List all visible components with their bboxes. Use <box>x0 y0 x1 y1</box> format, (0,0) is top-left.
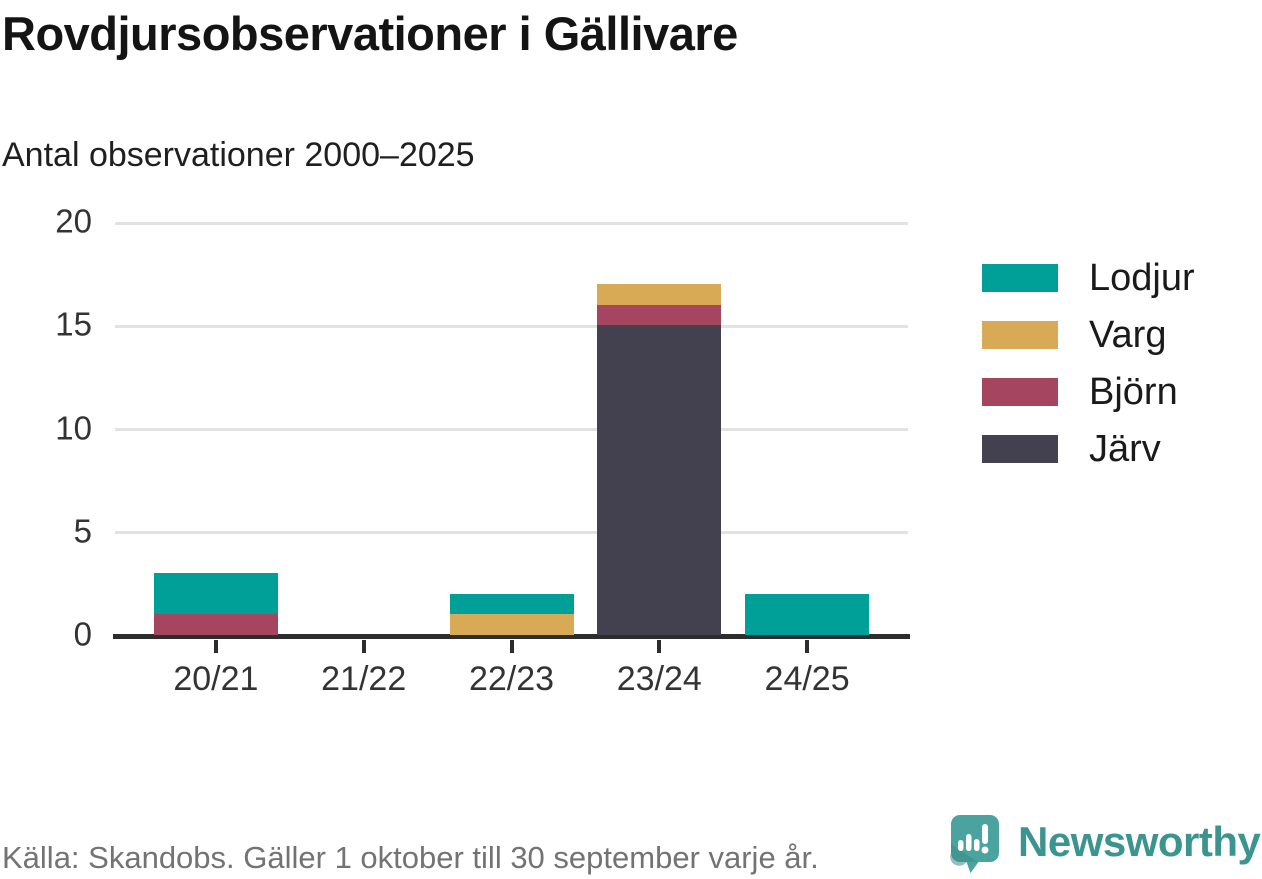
gridline-y-15 <box>115 324 908 328</box>
bar-23-24 <box>597 283 722 635</box>
legend-item-varg: Varg <box>982 314 1195 356</box>
legend-item-björn: Björn <box>982 371 1195 413</box>
bar-segment-järv <box>597 325 722 635</box>
legend-swatch-varg <box>982 321 1058 349</box>
y-axis-tick-label: 0 <box>73 615 92 653</box>
bar-segment-lodjur <box>449 593 574 615</box>
gridline-y-5 <box>115 531 908 535</box>
source-note: Källa: Skandobs. Gäller 1 oktober till 3… <box>2 840 819 875</box>
x-axis-tick <box>361 640 366 653</box>
x-axis-tick-label: 24/25 <box>764 660 850 698</box>
x-axis-tick-label: 22/23 <box>468 660 555 698</box>
bar-22-23 <box>449 593 574 635</box>
legend-label: Lodjur <box>1089 257 1195 299</box>
chart-title: Rovdjursobservationer i Gällivare <box>2 7 738 60</box>
bar-segment-björn <box>597 304 722 326</box>
legend: Lodjur Varg Björn Järv <box>982 257 1195 492</box>
x-axis-tick-label: 20/21 <box>173 660 259 698</box>
brand-name: Newsworthy <box>1018 818 1261 865</box>
chart-subtitle: Antal observationer 2000–2025 <box>2 136 475 174</box>
y-axis-tick-label: 10 <box>55 408 92 446</box>
x-axis-tick <box>213 640 218 653</box>
x-axis-line <box>113 634 910 639</box>
gridline-y-10 <box>115 428 908 431</box>
y-axis-tick-label: 20 <box>55 202 92 240</box>
bar-segment-varg <box>449 614 574 635</box>
legend-item-lodjur: Lodjur <box>982 257 1195 299</box>
bar-segment-varg <box>597 283 722 305</box>
legend-label: Björn <box>1089 371 1178 413</box>
legend-swatch-lodjur <box>982 264 1058 292</box>
legend-label: Varg <box>1089 314 1167 356</box>
bar-segment-lodjur <box>745 593 870 635</box>
x-axis-tick-label: 23/24 <box>616 660 702 698</box>
x-axis-tick <box>509 640 514 653</box>
y-axis-tick-label: 15 <box>55 305 92 343</box>
x-axis-tick <box>805 640 810 653</box>
bar-segment-björn <box>153 614 278 635</box>
x-axis-tick <box>657 640 662 653</box>
legend-swatch-björn <box>982 378 1058 406</box>
bar-segment-lodjur <box>153 573 278 615</box>
brand-lockup: Newsworthy <box>950 812 1261 876</box>
bar-24-25 <box>745 593 870 635</box>
bar-20-21 <box>153 573 278 635</box>
legend-label: Järv <box>1089 428 1161 470</box>
legend-swatch-järv <box>982 435 1058 463</box>
plot-area <box>113 221 910 639</box>
gridline-y-20 <box>115 221 908 225</box>
x-axis-tick-label: 21/22 <box>321 660 407 698</box>
legend-item-järv: Järv <box>982 428 1195 470</box>
newsworthy-logo-icon <box>950 815 999 873</box>
y-axis-tick-label: 5 <box>73 512 92 550</box>
